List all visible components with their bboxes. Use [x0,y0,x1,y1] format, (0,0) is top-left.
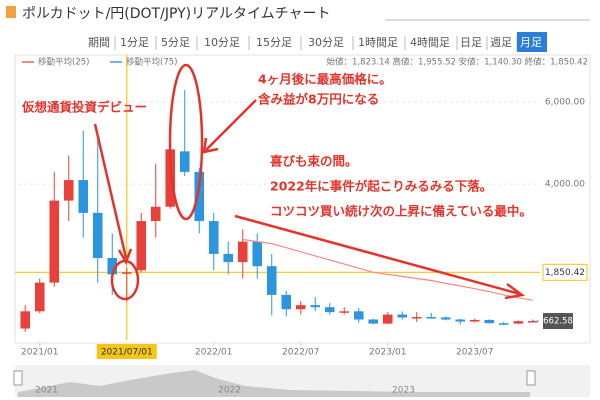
candle-body [353,311,364,320]
moving-average-line [242,238,533,301]
candle-body [150,206,161,222]
candle-body [121,272,132,274]
arrow-head [504,282,526,300]
annotation: 2022年に事件が起こりみるみる下落。 [270,179,492,194]
annotation: コツコツ買い続け次の上昇に備えている最中。 [270,204,532,219]
arrow [93,123,128,259]
period-button[interactable]: 1分足 [120,36,149,49]
candle-body [49,200,60,283]
annotation: 含み益が8万円になる [257,92,379,107]
crosshair-date: 2021/07/01 [101,348,153,358]
arrow-head [202,137,219,154]
candle-body [194,171,205,222]
candle-body [266,266,277,295]
candle-body [484,319,495,324]
plot-frame [14,54,591,344]
navigator-label: 2022 [218,386,241,396]
legend-label: 移動平均(25) [38,57,89,68]
candle-body [92,212,103,258]
period-button[interactable]: 4時間足 [410,36,450,49]
highlight-ellipse [110,259,140,301]
x-tick-label: 2021/01 [21,348,58,358]
candle-body [179,151,190,172]
arrow [234,214,521,296]
crosshair-date-bg [96,344,157,359]
crosshair-price-label: 1,850.42 [545,268,585,278]
period-button[interactable]: 日足 [460,36,482,49]
candle-body [498,323,509,325]
navigator-area [18,370,530,397]
candle-body [339,311,350,313]
candle-body [382,314,393,324]
y-tick-label: 6,000.00 [545,98,585,108]
candle-body [20,311,31,329]
candle-body [426,317,437,319]
y-tick-label: 4,000.00 [545,180,585,190]
candle-body [136,221,147,271]
candle-body [78,180,89,213]
candle-body [469,319,480,322]
candle-body [324,307,335,313]
candle-body [513,321,524,324]
period-button[interactable]: 30分足 [308,36,344,49]
candle-body [252,241,263,267]
arrow [205,99,257,151]
candle-body [455,319,466,322]
x-tick-label: 2022/01 [195,348,232,358]
navigator-label: 2023 [392,386,415,396]
candle-body [527,321,538,323]
period-button[interactable]: 月足 [520,36,542,49]
period-button[interactable]: 週足 [490,36,512,49]
legend-label: 移動平均(75) [126,57,177,68]
navigator-handle[interactable] [13,370,23,386]
candle-body [107,257,118,275]
highlight-ellipse [168,63,204,221]
crosshair-price-bg [542,263,588,281]
period-button: 期間 [88,36,110,49]
candle-body [63,180,74,201]
ohlc-info: 始値：1,823.14 高値：1,955.52 安値：1,140.30 終値：1… [326,57,588,68]
x-tick-label: 2022/07 [282,348,319,358]
x-tick-label: 2023/01 [369,348,406,358]
candle-body [223,253,234,263]
candle-body [208,221,219,254]
navigator-handle[interactable] [526,370,536,386]
last-price-bg [543,313,573,330]
candle-body [237,241,248,263]
candle-body [397,314,408,318]
annotation: 4ヶ月後に最高価格に。 [258,72,392,87]
navigator-label: 2021 [35,386,58,396]
annotation: 仮想通貨投資デビュー [21,100,147,115]
candle-body [281,294,292,310]
chart-title: ポルカドット/円(DOT/JPY)リアルタイムチャート [22,6,331,22]
candle-body [368,319,379,324]
title-icon [6,6,16,18]
x-tick-label: 2023/07 [456,348,493,358]
period-button[interactable]: 5分足 [161,36,190,49]
candle-body [34,282,45,312]
annotation: 喜びも束の間。 [270,154,358,169]
period-button[interactable]: 1時間足 [358,36,398,49]
candle-body [165,149,176,207]
candle-body [295,305,306,310]
candle-body [440,317,451,320]
period-button[interactable]: 15分足 [256,36,292,49]
last-price-label: 662.58 [543,317,573,327]
candle-body [310,305,321,308]
candle-body [411,317,422,319]
period-selected-bg [517,32,547,52]
period-button[interactable]: 10分足 [204,36,240,49]
